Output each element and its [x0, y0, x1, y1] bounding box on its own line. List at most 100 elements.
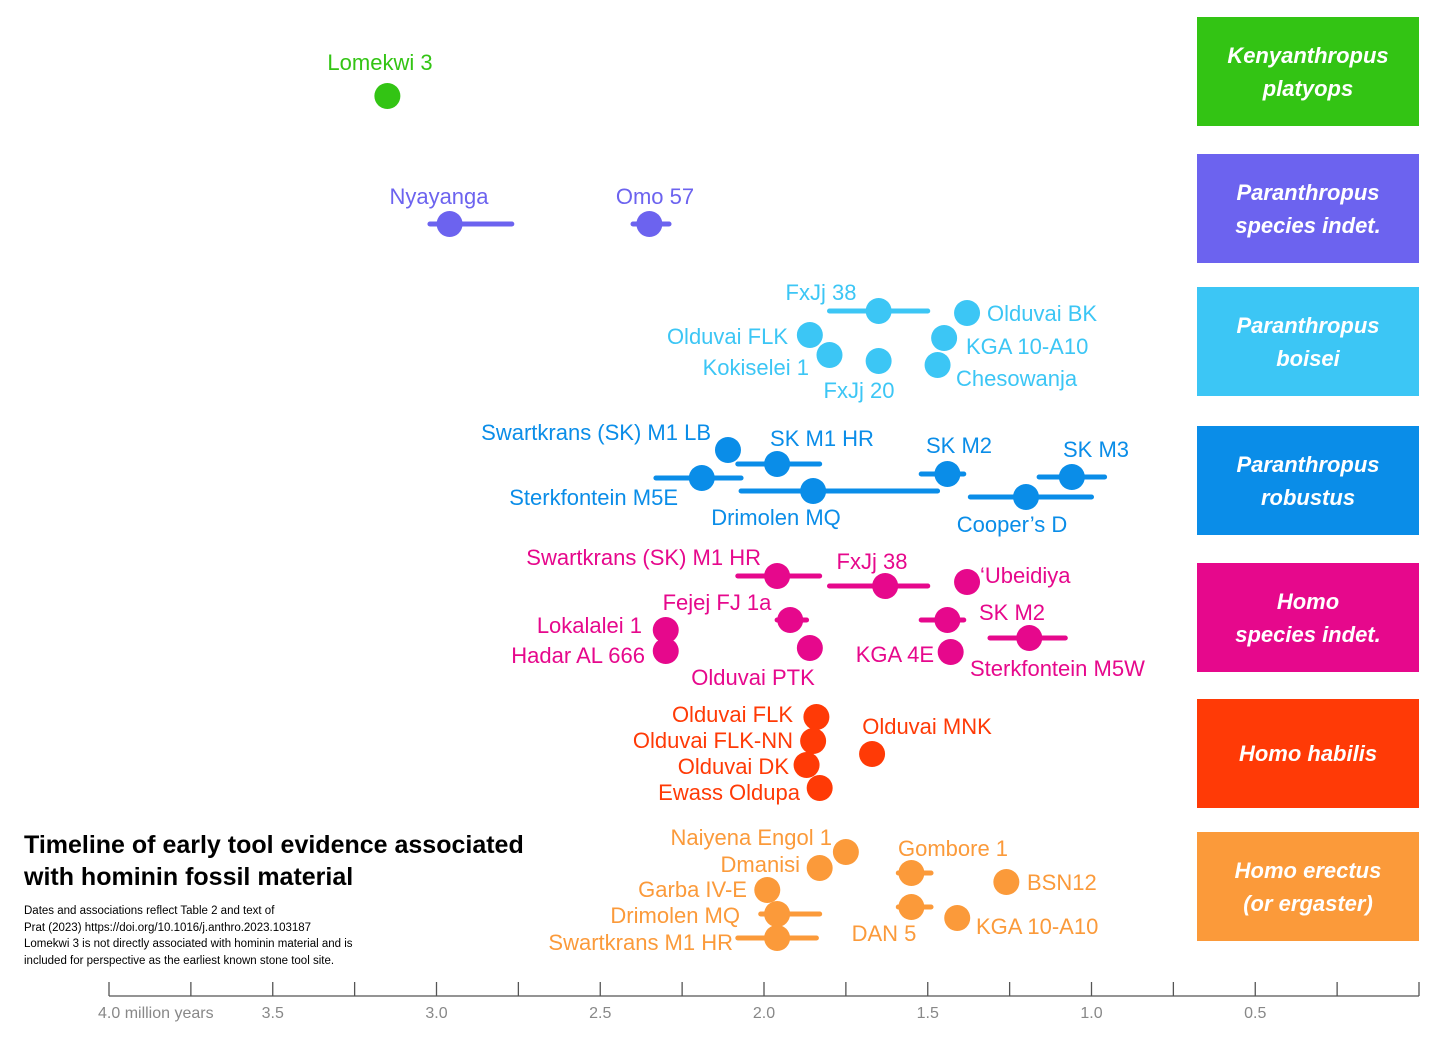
data-point [1013, 484, 1039, 510]
data-point [803, 704, 830, 730]
data-point [652, 617, 679, 643]
data-point [1016, 625, 1043, 651]
site-label: Drimolen MQ [610, 903, 740, 928]
data-point [764, 901, 791, 927]
note-line: Lomekwi 3 is not directly associated wit… [24, 938, 353, 950]
chart-notes: Dates and associations reflect Table 2 a… [24, 903, 353, 969]
site-label: Swartkrans M1 HR [548, 930, 733, 955]
data-point [714, 437, 741, 463]
data-point [652, 638, 679, 664]
data-point [865, 298, 892, 324]
data-point [924, 352, 951, 378]
data-point [777, 607, 804, 633]
data-point [934, 607, 961, 633]
site-label: FxJj 20 [824, 378, 895, 403]
species-label-box: Paranthropus species indet. [1197, 154, 1419, 263]
site-label: Lokalalei 1 [537, 613, 642, 638]
data-point [993, 869, 1020, 895]
site-label: Olduvai FLK [672, 702, 793, 727]
x-tick-label: 3.5 [262, 1005, 284, 1022]
x-tick-label: 0.5 [1244, 1005, 1266, 1022]
site-label: Chesowanja [956, 366, 1078, 391]
data-point [796, 635, 823, 661]
site-label: Olduvai BK [987, 301, 1097, 326]
site-label: FxJj 38 [837, 549, 908, 574]
data-point [872, 573, 899, 599]
site-label: ‘Ubeidiya [980, 563, 1071, 588]
site-label: BSN12 [1027, 870, 1097, 895]
data-point [898, 894, 925, 920]
site-label: Olduvai FLK [667, 324, 788, 349]
site-label: SK M2 [926, 433, 992, 458]
note-line: Prat (2023) https://doi.org/10.1016/j.an… [24, 921, 312, 934]
site-label: Naiyena Engol 1 [671, 825, 832, 850]
site-label: Kokiselei 1 [703, 355, 809, 380]
site-label: SK M1 HR [770, 426, 874, 451]
data-point [832, 839, 859, 865]
site-label: Omo 57 [616, 184, 694, 209]
data-point [796, 322, 823, 348]
data-point [754, 877, 781, 903]
site-label: Sterkfontein M5W [970, 656, 1145, 681]
x-tick-label: 2.5 [589, 1005, 611, 1022]
note-line: Dates and associations reflect Table 2 a… [24, 905, 275, 917]
species-label-box: Homo erectus (or ergaster) [1197, 832, 1419, 941]
site-label: KGA 10-A10 [976, 914, 1098, 939]
data-point [934, 461, 961, 487]
chart-title: Timeline of early tool evidence associat… [24, 829, 524, 893]
site-label: Olduvai MNK [862, 714, 992, 739]
x-tick-label: 4.0 million years [98, 1005, 214, 1022]
site-label: SK M2 [979, 600, 1045, 625]
data-point [898, 860, 925, 886]
species-label-box: Homo species indet. [1197, 563, 1419, 672]
data-point [800, 478, 827, 504]
data-point [1058, 464, 1085, 490]
data-point [944, 905, 971, 931]
x-tick-label: 2.0 [753, 1005, 775, 1022]
data-point [688, 465, 715, 491]
species-label-box: Kenyanthropus platyops [1197, 17, 1419, 126]
data-point [859, 741, 886, 767]
site-label: Nyayanga [389, 184, 489, 209]
x-tick-label: 3.0 [425, 1005, 447, 1022]
site-label: Sterkfontein M5E [509, 485, 678, 510]
data-point [636, 211, 663, 237]
species-label-box: Homo habilis [1197, 699, 1419, 808]
species-label-box: Paranthropus robustus [1197, 426, 1419, 535]
x-tick-label: 1.5 [917, 1005, 939, 1022]
species-label-box: Paranthropus boisei [1197, 287, 1419, 396]
x-tick-label: 1.0 [1080, 1005, 1102, 1022]
site-label: Swartkrans (SK) M1 HR [526, 545, 761, 570]
site-label: Ewass Oldupa [658, 780, 801, 805]
data-point [954, 300, 981, 326]
site-label: Dmanisi [721, 852, 800, 877]
site-label: KGA 4E [856, 642, 934, 667]
site-label: Drimolen MQ [711, 505, 841, 530]
data-point [931, 325, 958, 351]
chart-title-text: Timeline of early tool evidence associat… [24, 831, 524, 891]
site-label: Garba IV-E [638, 877, 747, 902]
data-point [865, 348, 892, 374]
site-label: Fejej FJ 1a [663, 590, 773, 615]
data-point [806, 855, 833, 881]
data-point [816, 342, 843, 368]
data-point [806, 775, 833, 801]
site-label: Cooper’s D [957, 512, 1067, 537]
data-point [954, 569, 981, 595]
site-label: DAN 5 [852, 921, 917, 946]
site-label: SK M3 [1063, 437, 1129, 462]
data-point [436, 211, 463, 237]
note-line: included for perspective as the earliest… [24, 954, 335, 967]
data-point [764, 451, 791, 477]
data-point [764, 563, 791, 589]
site-label: Hadar AL 666 [511, 643, 645, 668]
site-label: FxJj 38 [786, 280, 857, 305]
site-label: Lomekwi 3 [327, 50, 432, 75]
data-point [937, 639, 964, 665]
data-point [374, 83, 401, 109]
site-label: KGA 10-A10 [966, 334, 1088, 359]
site-label: Olduvai PTK [691, 665, 815, 690]
data-point [793, 752, 820, 778]
site-label: Swartkrans (SK) M1 LB [481, 420, 711, 445]
